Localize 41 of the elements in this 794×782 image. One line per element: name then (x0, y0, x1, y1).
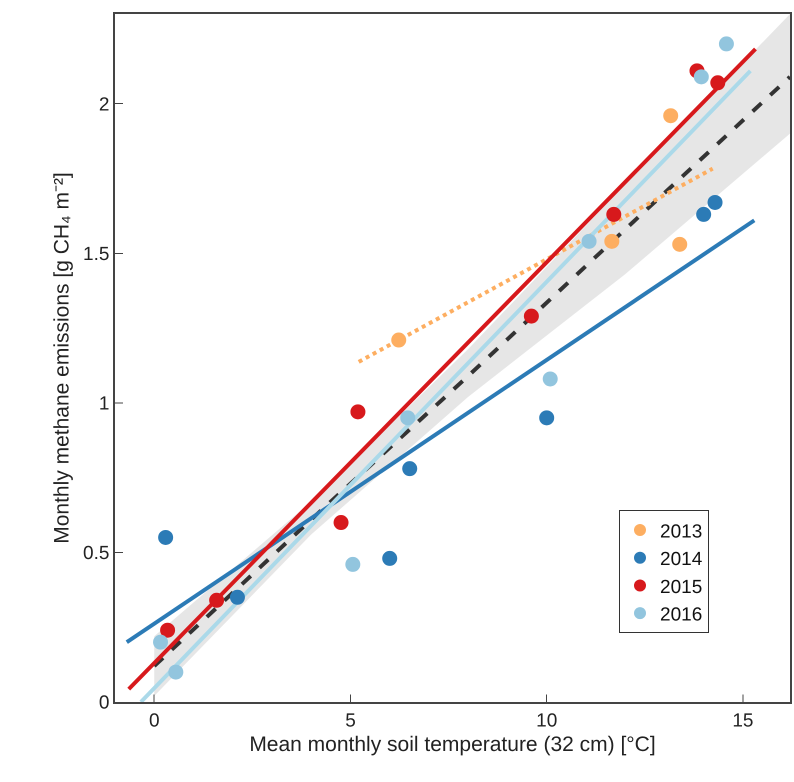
y-axis-title: Monthly methane emissions [g CH₄ m⁻²] (50, 172, 74, 544)
point (718, 36, 734, 52)
point (230, 590, 245, 605)
point (391, 332, 406, 348)
y-tick-label: 1.5 (83, 244, 110, 265)
point (708, 194, 723, 210)
point (672, 236, 688, 252)
y-tick-label: 0 (98, 692, 110, 714)
point (694, 69, 709, 84)
point (400, 410, 416, 426)
legend-label: 2015 (660, 576, 702, 598)
legend-label: 2013 (660, 521, 702, 542)
y-tick-label: 2 (98, 94, 110, 116)
x-tick-label: 0 (148, 710, 160, 732)
legend-label: 2014 (660, 549, 703, 570)
legend-label: 2016 (660, 604, 702, 626)
point (402, 461, 418, 476)
point (539, 410, 554, 426)
point (209, 592, 224, 608)
point (334, 515, 349, 530)
y-tick-label: 1 (98, 394, 110, 415)
point (345, 556, 360, 572)
point (160, 622, 176, 638)
x-tick-label: 5 (345, 710, 356, 732)
point (663, 108, 678, 124)
point (582, 234, 597, 249)
point (524, 308, 539, 324)
point (158, 530, 174, 545)
point (606, 206, 622, 222)
point (382, 550, 398, 566)
point (604, 234, 620, 249)
y-tick-label: 0.5 (83, 543, 110, 564)
x-axis-title: Mean monthly soil temperature (32 cm) [°C] (249, 733, 656, 756)
x-tick-label: 15 (732, 710, 754, 732)
point (542, 371, 558, 386)
point (350, 404, 366, 420)
point (696, 206, 712, 222)
point (153, 634, 168, 650)
point (168, 664, 184, 680)
point (710, 75, 726, 90)
x-tick-label: 10 (536, 710, 558, 732)
